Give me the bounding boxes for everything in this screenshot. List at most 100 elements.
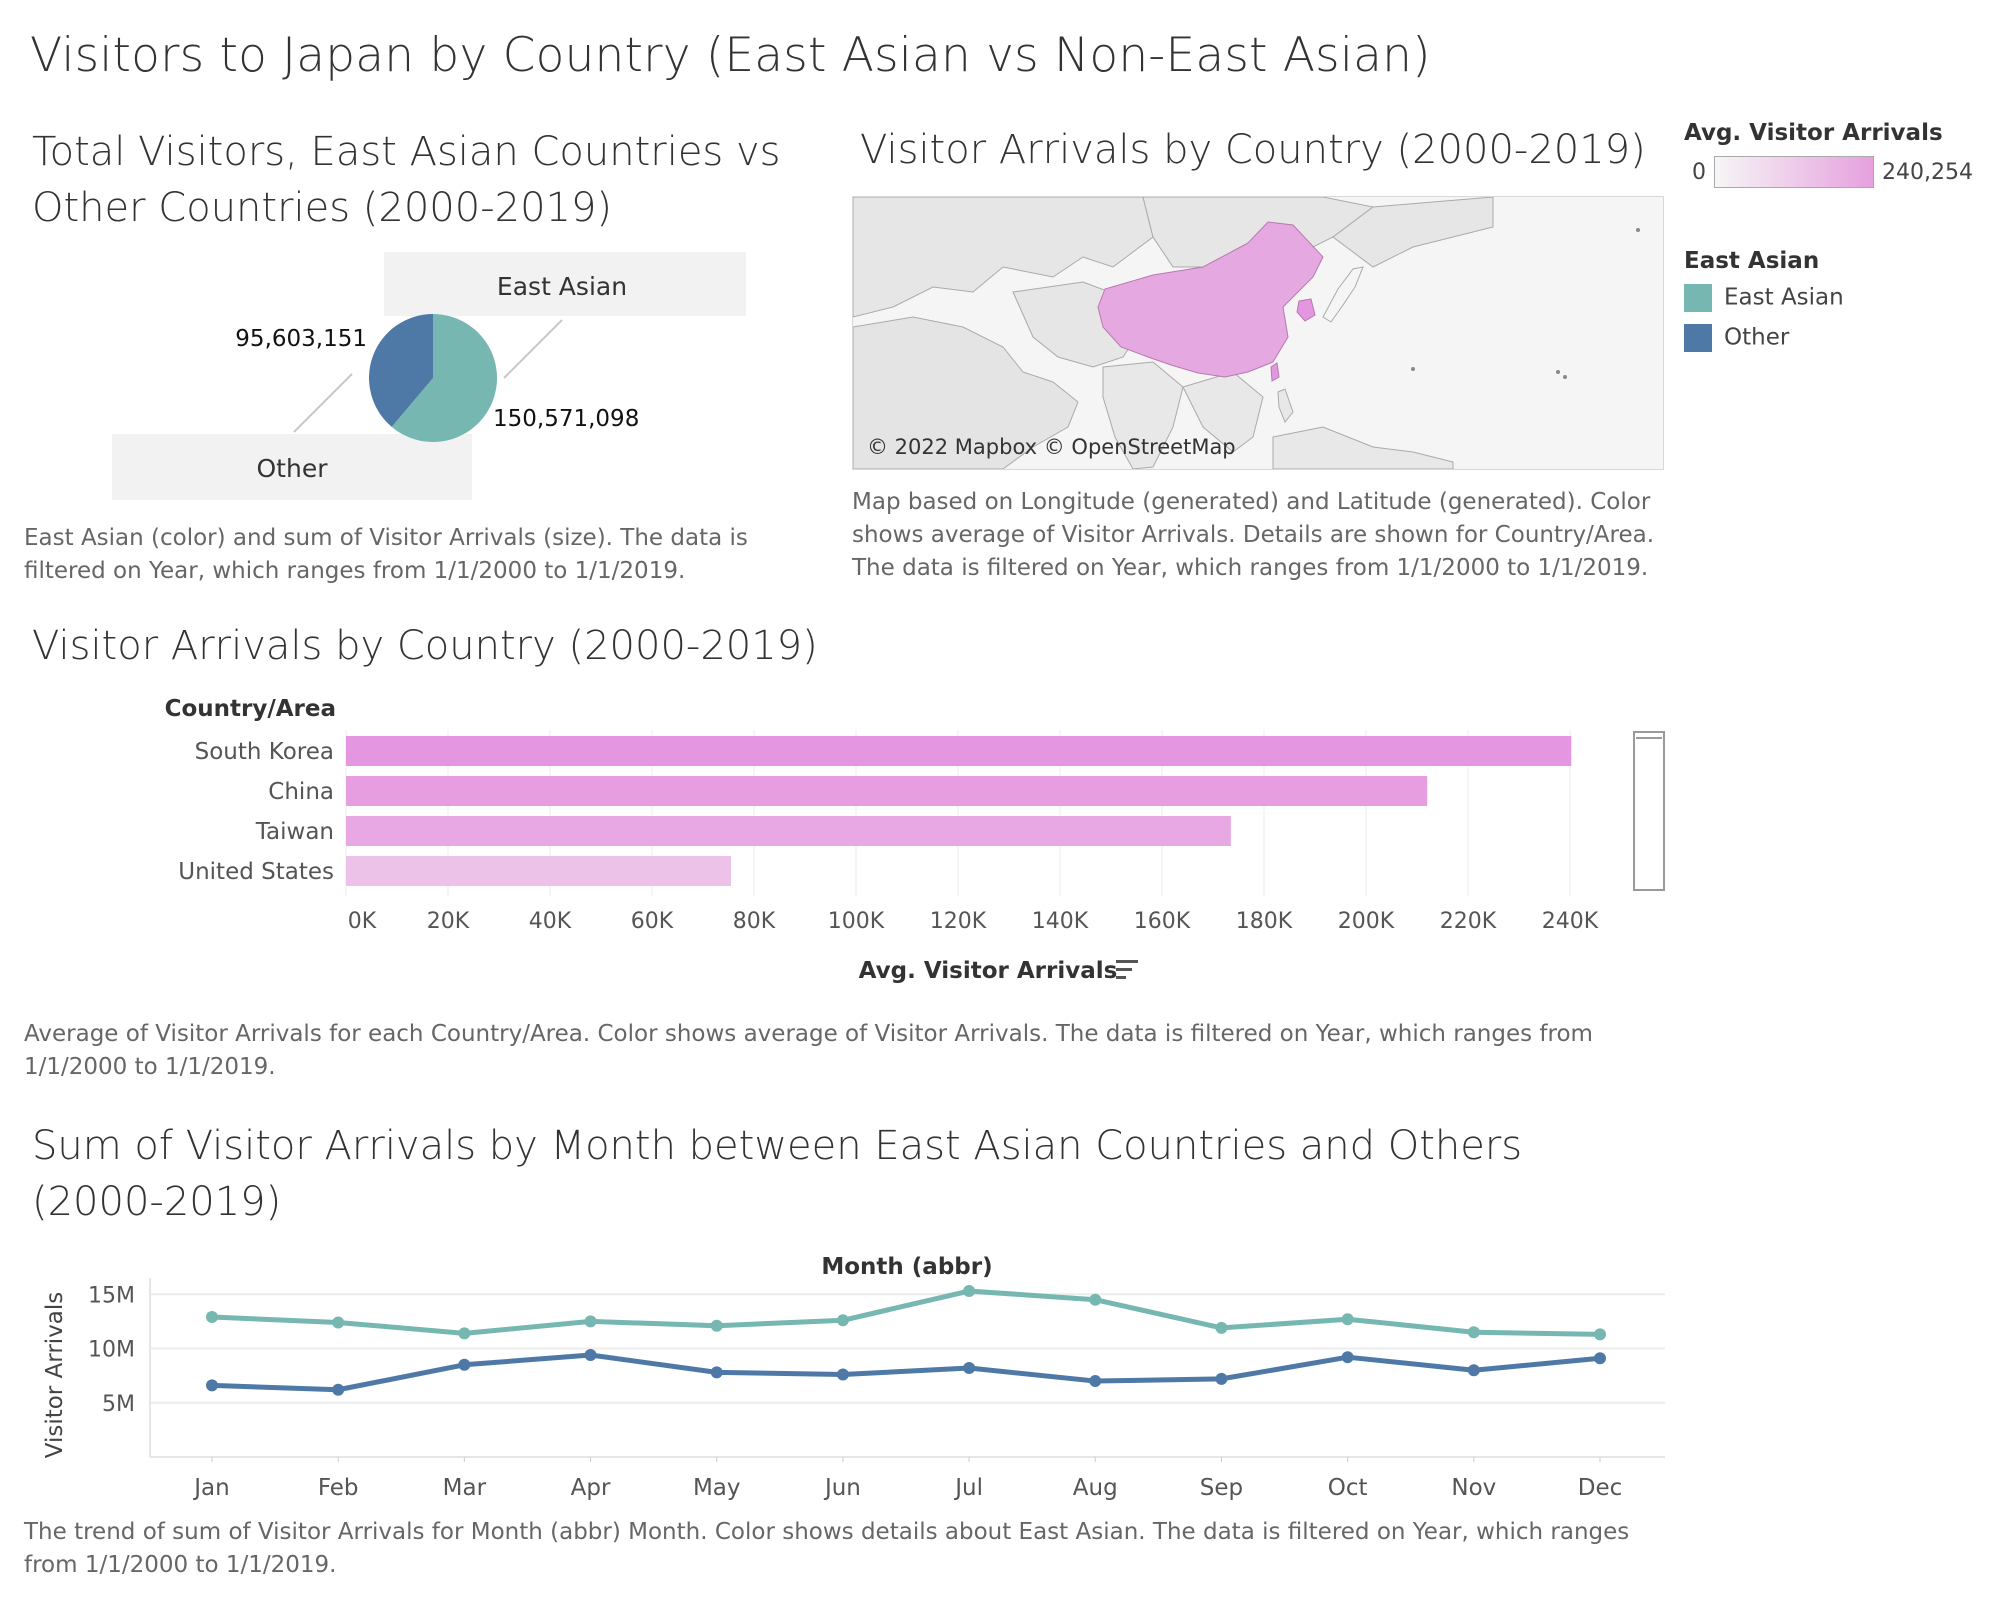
pie-leader-other [293,373,353,433]
bar-x-tick-label: 220K [1440,909,1497,934]
line-x-tick-label-sep: Sep [1200,1475,1243,1501]
pie-chart[interactable]: East Asian Other 95,603,151 150,571,098 [100,240,760,510]
bar-marks[interactable] [346,736,1572,886]
bar-axis-title-y: Country/Area [165,696,336,722]
line-point-east-asian[interactable] [1215,1321,1228,1334]
bar-x-tick-label: 60K [631,909,674,934]
line-axis-title-y: Visitor Arrivals [42,1292,68,1459]
pie-chart-caption: East Asian (color) and sum of Visitor Ar… [24,525,748,584]
bar-category-label-south-korea: South Korea [195,739,334,765]
line-x-tick-label-jun: Jun [823,1475,861,1501]
line-point-other[interactable] [963,1362,976,1375]
bar-category-label-china: China [268,779,334,805]
pie-label-box-other [112,434,472,500]
pie-category-label-other: Other [257,454,329,483]
bar-x-tick-label: 120K [930,909,987,934]
line-series[interactable] [206,1285,1606,1396]
line-point-east-asian[interactable] [206,1311,218,1324]
bar-x-tick-label: 100K [828,909,885,934]
bar-category-label-taiwan: Taiwan [255,819,334,845]
bar-axis-title-x: Avg. Visitor Arrivals [859,958,1118,984]
pacific-island [1556,370,1560,374]
pie-slice-other[interactable] [368,314,433,427]
line-point-east-asian[interactable] [332,1316,345,1329]
bar-chart-caption: Average of Visitor Arrivals for each Cou… [24,1021,1593,1080]
legend-item-east-asian[interactable]: East Asian [1684,284,1844,312]
line-series-east-asian[interactable] [211,1288,1601,1337]
bar-united-states[interactable] [346,856,732,886]
pie-value-label-other: 95,603,151 [235,326,367,352]
far-east-russia-landmass [1332,197,1494,268]
line-point-other[interactable] [584,1349,597,1362]
south-korea-region[interactable] [1296,298,1316,322]
pie-label-box-east [384,252,746,316]
line-y-ticks: 5M 10M 15M [88,1283,135,1416]
bar-taiwan[interactable] [346,816,1231,846]
bar-x-tick-label: 0K [348,909,377,934]
line-point-east-asian[interactable] [458,1327,471,1340]
china-region[interactable] [1097,221,1324,378]
line-point-east-asian[interactable] [1594,1328,1606,1341]
line-x-tick-label-aug: Aug [1073,1475,1118,1501]
line-point-east-asian[interactable] [1467,1326,1480,1339]
legend-label-east-asian: East Asian [1724,284,1844,311]
color-legend-min: 0 [1692,160,1706,185]
line-point-other[interactable] [206,1379,218,1392]
line-point-east-asian[interactable] [836,1314,849,1327]
line-series-other[interactable] [211,1352,1601,1393]
color-legend-title: Avg. Visitor Arrivals [1684,120,1943,146]
line-x-tick-label-feb: Feb [318,1475,359,1501]
line-point-other[interactable] [836,1368,849,1381]
bar-x-tick-label: 180K [1236,909,1293,934]
line-x-tick-label-jan: Jan [192,1475,229,1501]
line-point-east-asian[interactable] [1341,1313,1354,1326]
bar-x-tick-label: 160K [1134,909,1191,934]
line-point-east-asian[interactable] [963,1285,976,1298]
line-point-east-asian[interactable] [1089,1293,1102,1306]
sort-icon[interactable] [1116,960,1138,979]
line-point-other[interactable] [1215,1372,1228,1385]
bar-south-korea[interactable] [346,736,1572,766]
line-point-other[interactable] [1594,1352,1606,1365]
line-x-tick-label-apr: Apr [571,1475,611,1501]
pie-chart-title: Total Visitors, East Asian Countries vs … [32,129,781,231]
world-map[interactable]: © 2022 Mapbox © OpenStreetMap [852,196,1664,470]
bar-x-tick-label: 240K [1542,909,1599,934]
bar-chart[interactable]: Country/Area South Korea China Taiwan Unite… [0,690,1700,1000]
pacific-island [1636,228,1640,232]
line-point-east-asian[interactable] [584,1315,597,1328]
map-title: Visitor Arrivals by Country (2000-2019) [860,127,1646,173]
line-point-other[interactable] [1467,1364,1480,1377]
line-point-east-asian[interactable] [710,1319,723,1332]
bar-china[interactable] [346,776,1428,806]
line-chart[interactable]: Month (abbr) Visitor Arrivals 5M 10M 15M J… [0,1250,1700,1510]
pacific-island [1411,367,1415,371]
line-point-other[interactable] [710,1366,723,1379]
line-point-other[interactable] [332,1383,345,1396]
africa-landmass [853,316,1079,469]
color-legend-max: 240,254 [1882,160,1973,185]
bar-x-ticks: 0K 20K 40K 60K 80K 100K 120K 140K 160K 180K 200K 22… [348,909,1599,934]
line-axis-title-x: Month (abbr) [821,1254,992,1280]
line-x-tick-label-dec: Dec [1578,1475,1623,1501]
line-x-tick-label-may: May [693,1475,741,1501]
line-x-tick-label-jul: Jul [953,1475,983,1501]
line-x-tick-label-nov: Nov [1451,1475,1496,1501]
line-point-other[interactable] [458,1358,471,1371]
bar-category-labels: South Korea China Taiwan United States [178,739,334,885]
pie-slices[interactable] [368,314,497,442]
line-y-tick-label: 10M [88,1338,135,1363]
line-point-other[interactable] [1341,1351,1354,1364]
taiwan-region[interactable] [1270,362,1280,382]
line-point-other[interactable] [1089,1375,1102,1388]
bar-scrollbar[interactable] [1633,731,1665,891]
dashboard-title: Visitors to Japan by Country (East Asian… [30,28,1431,83]
line-y-tick-label: 5M [102,1392,135,1417]
color-legend[interactable]: 0 240,254 [1684,156,1984,190]
legend-item-other[interactable]: Other [1684,324,1789,352]
pie-leader-east [503,319,563,379]
map-attribution[interactable]: © 2022 Mapbox © OpenStreetMap [867,435,1236,459]
line-grid [149,1278,1665,1458]
pie-slice-east-asian[interactable] [391,314,497,442]
color-legend-gradient [1714,156,1874,188]
